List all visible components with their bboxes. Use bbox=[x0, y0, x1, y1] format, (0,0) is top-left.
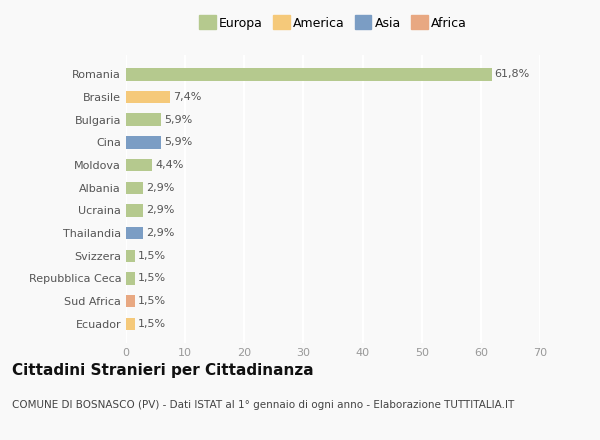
Bar bbox=[126, 227, 143, 239]
Bar bbox=[126, 136, 161, 149]
Text: 5,9%: 5,9% bbox=[164, 115, 192, 125]
Text: 1,5%: 1,5% bbox=[138, 274, 166, 283]
Text: 4,4%: 4,4% bbox=[155, 160, 184, 170]
Text: 2,9%: 2,9% bbox=[146, 183, 175, 193]
Text: 1,5%: 1,5% bbox=[138, 319, 166, 329]
Text: Cittadini Stranieri per Cittadinanza: Cittadini Stranieri per Cittadinanza bbox=[12, 363, 314, 378]
Text: 1,5%: 1,5% bbox=[138, 251, 166, 261]
Bar bbox=[126, 204, 143, 216]
Text: 2,9%: 2,9% bbox=[146, 228, 175, 238]
Bar bbox=[126, 295, 135, 308]
Bar bbox=[126, 182, 143, 194]
Text: 2,9%: 2,9% bbox=[146, 205, 175, 216]
Bar bbox=[126, 91, 170, 103]
Bar bbox=[126, 272, 135, 285]
Bar bbox=[126, 159, 152, 171]
Text: 5,9%: 5,9% bbox=[164, 137, 192, 147]
Text: 7,4%: 7,4% bbox=[173, 92, 201, 102]
Text: COMUNE DI BOSNASCO (PV) - Dati ISTAT al 1° gennaio di ogni anno - Elaborazione T: COMUNE DI BOSNASCO (PV) - Dati ISTAT al … bbox=[12, 400, 514, 411]
Text: 1,5%: 1,5% bbox=[138, 296, 166, 306]
Bar bbox=[126, 318, 135, 330]
Legend: Europa, America, Asia, Africa: Europa, America, Asia, Africa bbox=[194, 12, 472, 35]
Bar bbox=[126, 68, 491, 81]
Bar bbox=[126, 114, 161, 126]
Text: 61,8%: 61,8% bbox=[494, 70, 530, 79]
Bar bbox=[126, 249, 135, 262]
